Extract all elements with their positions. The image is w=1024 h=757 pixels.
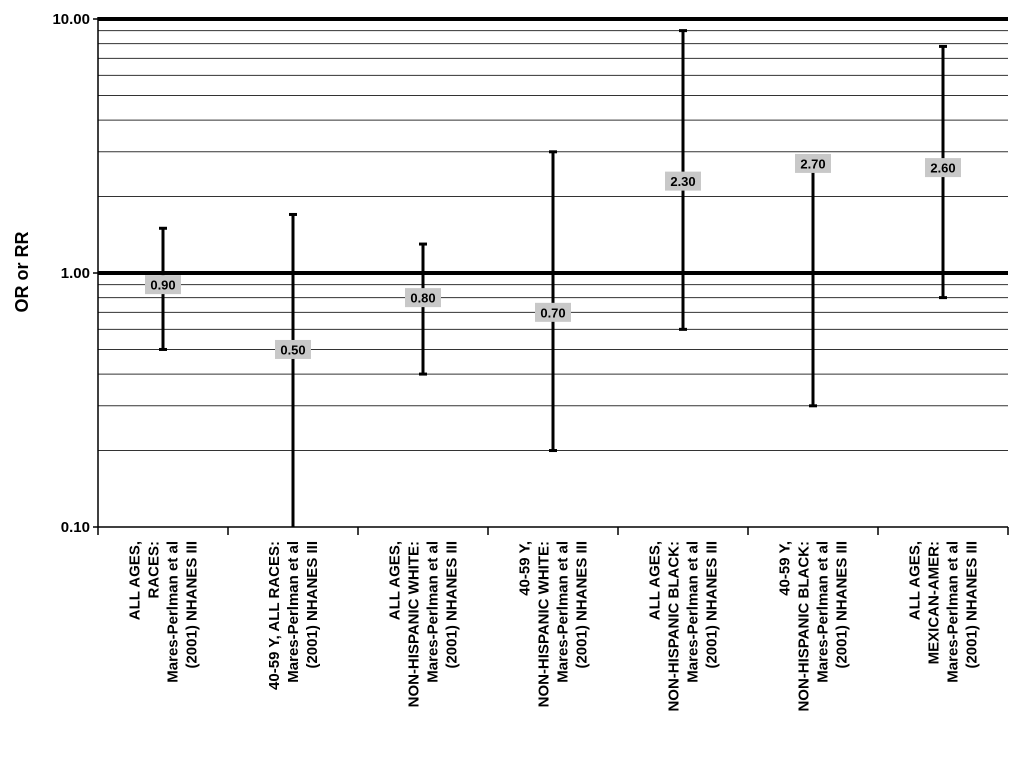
category-label: 40-59 Y, NON-HISPANIC BLACK: Mares-Perlman… xyxy=(777,541,851,712)
category-labels: ALL AGES, RACES: Mares-Perlman et al (2001)… xyxy=(127,541,981,712)
category-label: ALL AGES, RACES: Mares-Perlman et al (2001)… xyxy=(127,541,201,683)
category-label-line: Mares-Perlman et al xyxy=(555,541,572,683)
category-label-line: (2001) NHANES III xyxy=(304,541,321,669)
category-label-line: Mares-Perlman et al xyxy=(685,541,702,683)
category-label: ALL AGES, MEXICAN-AMER: Mares-Perlman et a… xyxy=(907,541,981,683)
category-label-line: 40-59 Y, ALL RACES: xyxy=(266,541,283,690)
category-label-line: (2001) NHANES III xyxy=(834,541,851,669)
value-label-box xyxy=(275,339,311,359)
axes: 10.00 1.00 0.10 xyxy=(52,11,1009,536)
category-label-line: (2001) NHANES III xyxy=(444,541,461,669)
category-label-line: 40-59 Y, xyxy=(777,541,794,596)
category-label-line: Mares-Perlman et al xyxy=(945,541,962,683)
value-label: 2.30 xyxy=(670,174,695,189)
y-axis-label: OR or RR xyxy=(12,231,32,312)
y-tick-label: 10.00 xyxy=(52,11,90,28)
category-label-line: 40-59 Y, xyxy=(517,541,534,596)
category-label-line: Mares-Perlman et al xyxy=(165,541,182,683)
category-label-line: (2001) NHANES III xyxy=(574,541,591,669)
category-label-line: ALL AGES, xyxy=(127,541,144,620)
value-label: 0.80 xyxy=(410,291,435,306)
category-label-line: (2001) NHANES III xyxy=(184,541,201,669)
category-label-line: RACES: xyxy=(146,541,163,599)
value-label: 0.90 xyxy=(150,278,175,293)
category-label: 40-59 Y, ALL RACES: Mares-Perlman et al (2… xyxy=(266,541,321,690)
category-label-line: ALL AGES, xyxy=(907,541,924,620)
value-label: 0.70 xyxy=(540,305,565,320)
category-label-line: NON-HISPANIC BLACK: xyxy=(666,541,683,712)
y-tick-label: 0.10 xyxy=(61,519,90,536)
value-labels: 0.90 0.50 0.80 0.70 2.30 2.70 2.60 xyxy=(145,153,961,359)
category-label-line: Mares-Perlman et al xyxy=(425,541,442,683)
value-label-box xyxy=(405,288,441,308)
category-label-line: Mares-Perlman et al xyxy=(285,541,302,683)
category-label-line: ALL AGES, xyxy=(387,541,404,620)
category-label: ALL AGES, NON-HISPANIC BLACK: Mares-Perlma… xyxy=(647,541,721,712)
category-label-line: ALL AGES, xyxy=(647,541,664,620)
category-label-line: MEXICAN-AMER: xyxy=(926,541,943,664)
value-label: 0.50 xyxy=(280,342,305,357)
category-label-line: NON-HISPANIC BLACK: xyxy=(796,541,813,712)
value-label: 2.60 xyxy=(930,161,955,176)
category-label-line: (2001) NHANES III xyxy=(704,541,721,669)
value-label-box xyxy=(665,171,701,191)
value-label-box xyxy=(925,158,961,178)
value-label: 2.70 xyxy=(800,156,825,171)
value-label-box xyxy=(535,302,571,322)
category-label-line: NON-HISPANIC WHITE: xyxy=(536,541,553,707)
value-label-box xyxy=(145,275,181,295)
category-label: ALL AGES, NON-HISPANIC WHITE: Mares-Perlma… xyxy=(387,541,461,707)
category-label-line: Mares-Perlman et al xyxy=(815,541,832,683)
category-label: 40-59 Y, NON-HISPANIC WHITE: Mares-Perlman… xyxy=(517,541,591,707)
value-label-box xyxy=(795,153,831,173)
error-bars xyxy=(159,29,947,527)
category-label-line: (2001) NHANES III xyxy=(964,541,981,669)
y-tick-label: 1.00 xyxy=(61,265,90,282)
category-label-line: NON-HISPANIC WHITE: xyxy=(406,541,423,707)
